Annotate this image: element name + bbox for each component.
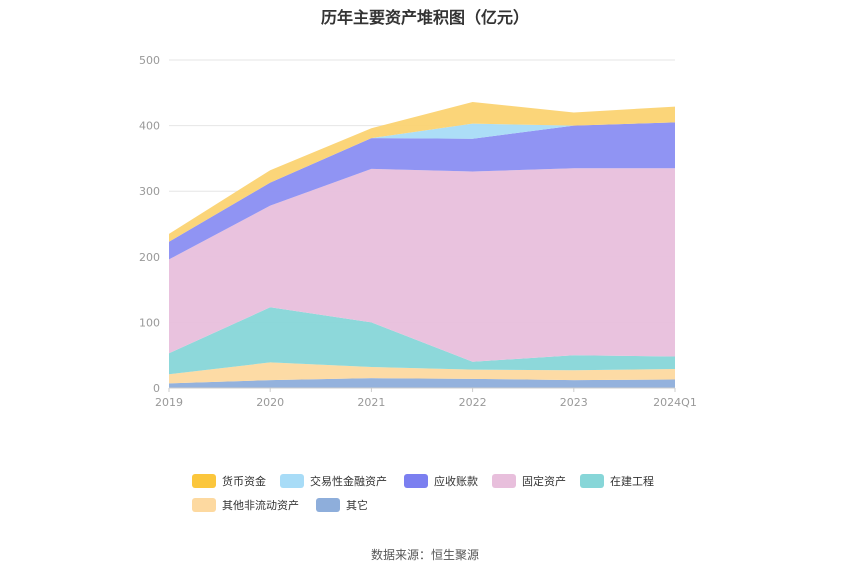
legend-label: 其它 (346, 499, 368, 512)
legend-swatch (280, 474, 304, 488)
area-series-1 (169, 362, 675, 384)
data-source-note: 数据来源：恒生聚源 (370, 548, 479, 562)
y-tick-label: 300 (139, 185, 160, 198)
y-tick-label: 400 (139, 120, 160, 133)
legend-item[interactable]: 固定资产 (492, 473, 566, 489)
area-series-2 (169, 307, 675, 375)
x-tick-label: 2021 (357, 396, 385, 409)
area-series-3 (169, 168, 675, 362)
legend-label: 固定资产 (522, 475, 566, 488)
x-tick-label: 2019 (155, 396, 183, 409)
legend-item[interactable]: 应收账款 (404, 473, 478, 489)
x-tick-label: 2020 (256, 396, 284, 409)
legend-item[interactable]: 在建工程 (580, 473, 654, 489)
legend-label: 其他非流动资产 (222, 499, 299, 512)
legend-swatch (492, 474, 516, 488)
legend-swatch (404, 474, 428, 488)
x-tick-label: 2023 (560, 396, 588, 409)
area-series-4 (169, 122, 675, 260)
legend-swatch (580, 474, 604, 488)
legend-label: 交易性金融资产 (310, 475, 387, 488)
x-tick-label: 2024Q1 (653, 396, 697, 409)
area-series-6 (169, 101, 675, 242)
legend-swatch (192, 498, 216, 512)
y-tick-label: 0 (153, 382, 160, 395)
y-tick-label: 100 (139, 316, 160, 329)
legend-item[interactable]: 其它 (316, 497, 368, 513)
legend-swatch (316, 498, 340, 512)
y-tick-label: 200 (139, 251, 160, 264)
legend-swatch (192, 474, 216, 488)
chart-title: 历年主要资产堆积图（亿元） (320, 8, 529, 27)
legend-label: 货币资金 (222, 475, 266, 488)
legend-item[interactable]: 货币资金 (192, 473, 266, 489)
y-tick-label: 500 (139, 54, 160, 67)
legend-label: 在建工程 (610, 475, 654, 488)
legend-item[interactable]: 交易性金融资产 (280, 473, 387, 489)
legend-item[interactable]: 其他非流动资产 (192, 497, 299, 513)
x-tick-label: 2022 (459, 396, 487, 409)
legend-label: 应收账款 (434, 475, 478, 488)
area-series-0 (169, 378, 675, 388)
